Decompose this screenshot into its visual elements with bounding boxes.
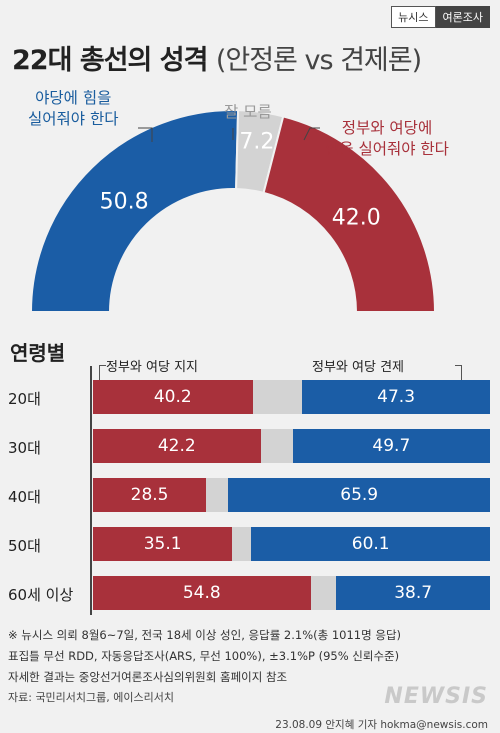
slice-label-unknown: 잘 모름: [224, 103, 272, 121]
bar-support: 28.5: [93, 478, 207, 512]
donut-value-label-1: 7.2: [239, 130, 274, 155]
legend-support-leader: [99, 365, 106, 384]
bar-check: 38.7: [336, 576, 490, 610]
title-sub: (안정론 vs 견제론): [215, 45, 422, 76]
bar-support: 35.1: [93, 527, 233, 561]
legend-check: 정부와 여당 견제: [312, 360, 404, 375]
age-row: 40대 28.5 65.9: [0, 478, 500, 512]
bar-check: 47.3: [302, 380, 490, 414]
age-label: 60세 이상: [8, 586, 74, 604]
credit-line: 23.08.09 안지혜 기자 hokma@newsis.com: [275, 719, 488, 731]
donut-slice-0: [29, 109, 240, 313]
survey-note-2: 표집틀 무선 RDD, 자동응답조사(ARS, 무선 100%), ±3.1%P…: [8, 649, 400, 663]
age-row: 60세 이상 54.8 38.7: [0, 576, 500, 610]
newsis-watermark: NEWSIS: [384, 684, 488, 709]
bar-support: 54.8: [93, 576, 311, 610]
slice-label-opposition: 야당에 힘을 실어줘야 한다: [28, 89, 119, 128]
brand-outlet: 뉴시스: [391, 6, 436, 28]
bar-unknown: [232, 527, 252, 561]
age-label: 40대: [8, 488, 41, 506]
source-note: 자료: 국민리서치그룹, 에이스리서치: [8, 691, 174, 704]
bar-unknown: [260, 429, 293, 463]
bar-check: 65.9: [228, 478, 490, 512]
bar-unknown: [252, 380, 303, 414]
age-label: 30대: [8, 439, 41, 457]
bar-check: 49.7: [292, 429, 490, 463]
survey-note-3: 자세한 결과는 중앙선거여론조사심의위원회 홈페이지 참조: [8, 670, 288, 684]
age-section-title: 연령별: [10, 341, 66, 365]
survey-note-1: ※ 뉴시스 의뢰 8월6~7일, 전국 18세 이상 성인, 응답률 2.1%(…: [8, 628, 402, 642]
brand-badge: 뉴시스 여론조사: [391, 6, 490, 28]
bar-axis-line: [90, 366, 92, 615]
legend-check-leader: [455, 365, 462, 384]
donut-value-label-0: 50.8: [100, 189, 149, 214]
semi-donut-chart: 50.8 7.2 42.0: [29, 109, 437, 313]
bar-unknown: [310, 576, 337, 610]
age-row: 20대 40.2 47.3: [0, 380, 500, 414]
bar-unknown: [206, 478, 229, 512]
donut-value-label-2: 42.0: [332, 205, 381, 230]
donut-leader-line-2: [303, 127, 320, 141]
bar-support: 40.2: [93, 380, 253, 414]
donut-slice-2: [262, 115, 437, 313]
page-title: 22대 총선의 성격 (안정론 vs 견제론): [12, 38, 422, 77]
legend-support: 정부와 여당 지지: [106, 360, 198, 375]
donut-leader-line-0: [138, 127, 153, 142]
age-row: 50대 35.1 60.1: [0, 527, 500, 561]
age-label: 50대: [8, 537, 41, 555]
brand-series: 여론조사: [435, 6, 490, 28]
bar-support: 42.2: [93, 429, 261, 463]
slice-label-government: 정부와 여당에 힘을 실어줘야 한다: [325, 119, 449, 158]
bar-check: 60.1: [251, 527, 490, 561]
title-main: 22대 총선의 성격: [12, 45, 208, 76]
age-label: 20대: [8, 390, 41, 408]
age-row: 30대 42.2 49.7: [0, 429, 500, 463]
